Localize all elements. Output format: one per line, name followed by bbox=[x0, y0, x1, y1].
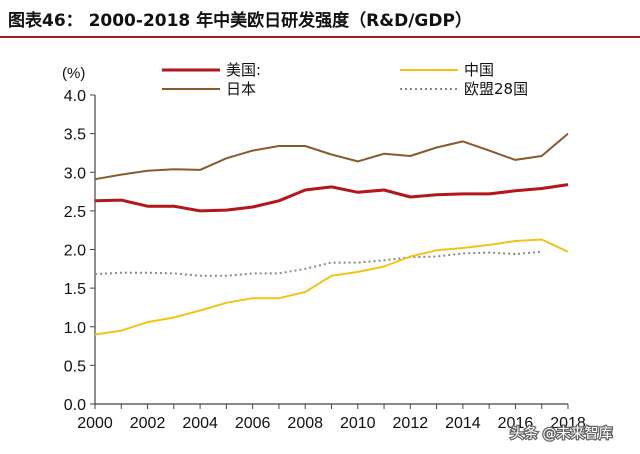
series-lines bbox=[94, 132, 569, 336]
watermark: 头条 @未来智库 bbox=[509, 424, 614, 444]
x-tick-label: 2018 bbox=[550, 415, 586, 432]
series-line-2 bbox=[94, 238, 569, 336]
y-tick-label: 2.0 bbox=[64, 243, 86, 260]
x-tick-label: 2008 bbox=[287, 415, 323, 432]
y-tick-label: 1.0 bbox=[64, 320, 86, 337]
y-tick-label: 0.0 bbox=[64, 397, 86, 414]
x-tick-label: 2012 bbox=[393, 415, 429, 432]
x-tick-label: 2004 bbox=[182, 415, 218, 432]
legend-label-1: 日本 bbox=[226, 80, 256, 98]
legend-label-3: 欧盟28国 bbox=[464, 80, 528, 98]
y-tick-label: 3.0 bbox=[64, 165, 86, 182]
legend-label-0: 美国: bbox=[226, 61, 261, 79]
y-tick-label: 0.5 bbox=[64, 358, 86, 375]
series-line-1 bbox=[94, 132, 569, 181]
x-tick-label: 2014 bbox=[445, 415, 481, 432]
title-divider bbox=[0, 36, 640, 38]
series-line-3 bbox=[94, 250, 542, 277]
chart-axes bbox=[94, 95, 568, 405]
x-axis-ticks: 2000 2002 2004 2006 2008 2010 2012 2014 2016 2018 bbox=[77, 404, 586, 432]
x-tick-label: 2006 bbox=[235, 415, 271, 432]
watermark-text: 头条 @未来智库 bbox=[510, 425, 612, 442]
y-tick-label: 4.0 bbox=[64, 88, 86, 105]
y-axis-ticks: 0.0 0.5 1.0 1.5 2.0 2.5 3.0 3.5 4.0 bbox=[64, 88, 95, 414]
series-line-0 bbox=[94, 183, 569, 213]
line-chart: 0.0 0.5 1.0 1.5 2.0 2.5 3.0 3.5 4.0 2000 2002 2004… bbox=[62, 61, 614, 444]
title-bar: 图表46： 2000-2018 年中美欧日研发强度（R&D/GDP） bbox=[0, 0, 640, 38]
chart-title: 图表46： 2000-2018 年中美欧日研发强度（R&D/GDP） bbox=[8, 11, 472, 31]
legend-label-2: 中国 bbox=[464, 61, 494, 79]
x-tick-label: 2016 bbox=[498, 415, 534, 432]
y-tick-label: 1.5 bbox=[64, 281, 86, 298]
y-axis-unit-label: (%) bbox=[62, 65, 85, 82]
y-tick-label: 3.5 bbox=[64, 127, 86, 144]
x-tick-label: 2010 bbox=[340, 415, 376, 432]
x-tick-label: 2002 bbox=[130, 415, 166, 432]
y-tick-label: 2.5 bbox=[64, 204, 86, 221]
x-tick-label: 2000 bbox=[77, 415, 113, 432]
